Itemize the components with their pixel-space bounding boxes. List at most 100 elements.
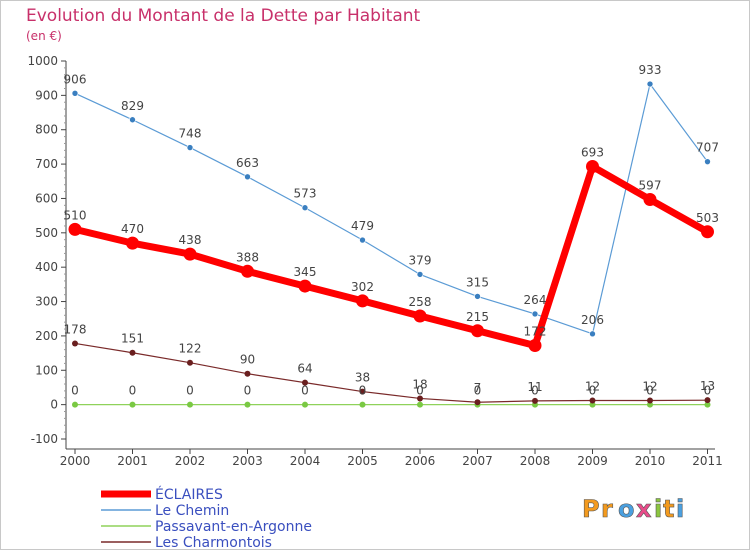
- series-2: [72, 401, 711, 408]
- data-label: 264: [524, 293, 547, 307]
- data-point: [301, 204, 309, 212]
- data-label: 38: [355, 371, 370, 385]
- data-labels-layer: 510 470 438 388 345 302 258 215 172 693 597 503 906 8…: [64, 63, 719, 398]
- brand-letter: o: [618, 495, 635, 523]
- data-label: 0: [474, 384, 482, 398]
- data-label: 693: [581, 145, 604, 159]
- x-tick-label: 2011: [692, 454, 723, 468]
- x-tick-label: 2010: [635, 454, 666, 468]
- legend-item: Le Chemin: [101, 503, 229, 519]
- data-label: 315: [466, 275, 489, 289]
- data-point: [531, 310, 539, 318]
- data-point: [647, 397, 653, 404]
- y-tick-label: 700: [35, 157, 58, 171]
- legend-label: Les Charmontois: [155, 535, 272, 550]
- y-tick-label: 500: [35, 226, 58, 240]
- data-point: [298, 279, 312, 293]
- data-label: 510: [64, 208, 87, 222]
- data-point: [244, 173, 251, 181]
- brand-letter: i: [676, 495, 684, 523]
- data-point: [589, 397, 596, 404]
- data-label: 0: [646, 384, 654, 398]
- data-point: [72, 401, 78, 408]
- axes: -100010020030040050060070080090010002000…: [27, 54, 722, 468]
- y-tick-label: 400: [35, 260, 58, 274]
- data-label: 12: [642, 380, 657, 394]
- data-point: [126, 236, 139, 250]
- legend-item: Passavant-en-Argonne: [101, 519, 312, 535]
- data-label: 0: [359, 384, 367, 398]
- data-point: [528, 339, 542, 353]
- data-point: [417, 401, 423, 408]
- data-label: 0: [71, 384, 79, 398]
- y-tick-label: 600: [35, 191, 58, 205]
- x-tick-label: 2000: [60, 454, 91, 468]
- data-point: [704, 401, 711, 408]
- x-tick-label: 2006: [405, 454, 436, 468]
- data-point: [643, 192, 657, 206]
- x-tick-label: 2003: [232, 454, 263, 468]
- data-label: 707: [696, 141, 719, 155]
- data-label: 0: [129, 384, 137, 398]
- data-label: 479: [351, 219, 374, 233]
- data-label: 206: [581, 313, 604, 327]
- brand-letter: r: [601, 495, 613, 523]
- data-point: [129, 401, 136, 408]
- x-tick-label: 2001: [117, 454, 148, 468]
- data-label: 0: [589, 384, 597, 398]
- data-point: [646, 80, 654, 88]
- data-label: 122: [179, 342, 202, 356]
- data-label: 258: [409, 295, 432, 309]
- series-layer: [68, 80, 714, 408]
- data-point: [244, 370, 251, 377]
- data-point: [302, 379, 308, 386]
- legend-label: ÉCLAIRES: [155, 486, 223, 503]
- data-point: [187, 359, 193, 366]
- y-tick-label: 200: [35, 329, 58, 343]
- brand-letter: x: [636, 495, 652, 523]
- data-label: 748: [179, 127, 202, 141]
- data-label: 573: [294, 187, 317, 201]
- brand-letter: i: [654, 495, 662, 523]
- data-label: 215: [466, 310, 489, 324]
- data-label: 0: [301, 384, 309, 398]
- chart-unit-label: (en €): [26, 29, 62, 43]
- data-point: [359, 401, 366, 408]
- data-label: 12: [585, 380, 600, 394]
- legend-item: ÉCLAIRES: [101, 486, 223, 503]
- data-point: [701, 225, 714, 239]
- y-tick-label: 100: [35, 363, 58, 377]
- y-tick-label: -100: [31, 432, 58, 446]
- data-point: [416, 271, 424, 278]
- x-tick-label: 2009: [577, 454, 608, 468]
- data-label: 906: [64, 72, 87, 86]
- x-tick-label: 2002: [175, 454, 206, 468]
- data-point: [532, 397, 538, 404]
- data-label: 388: [236, 250, 259, 264]
- y-tick-label: 900: [35, 88, 58, 102]
- data-point: [417, 395, 423, 402]
- data-point: [186, 144, 194, 151]
- series-0: [68, 159, 714, 353]
- chart-title: Evolution du Montant de la Dette par Hab…: [26, 6, 421, 26]
- data-label: 0: [416, 384, 424, 398]
- data-point: [586, 159, 599, 173]
- x-tick-label: 2007: [462, 454, 493, 468]
- data-label: 0: [186, 384, 194, 398]
- series-line: [74, 83, 708, 335]
- data-point: [359, 236, 366, 244]
- data-label: 379: [409, 253, 432, 267]
- data-label: 302: [351, 280, 374, 294]
- series-1: [71, 80, 711, 338]
- legend-item: Les Charmontois: [101, 535, 272, 550]
- data-point: [72, 340, 78, 347]
- x-tick-label: 2004: [290, 454, 321, 468]
- data-point: [71, 90, 79, 97]
- data-point: [471, 324, 484, 338]
- brand-letter: t: [663, 495, 674, 523]
- data-point: [704, 158, 711, 165]
- x-tick-label: 2005: [347, 454, 378, 468]
